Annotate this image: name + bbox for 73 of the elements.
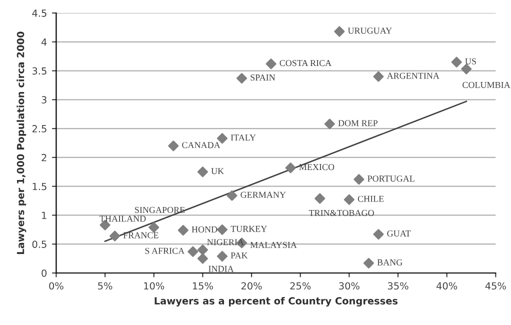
y-tick-label: 2	[42, 154, 46, 162]
annotation: CHILE	[358, 196, 384, 202]
point	[216, 224, 228, 235]
x-axis-title: Lawyers as a percent of Country Congresses	[154, 296, 398, 306]
annotation: INDIA	[208, 266, 234, 272]
point	[451, 56, 462, 68]
point	[226, 190, 238, 201]
annotation: DOM REP	[338, 120, 378, 126]
annotation: TRIN&TOBAGO	[308, 210, 374, 216]
annotation: SPAIN	[250, 74, 276, 81]
x-tick-label: 10%	[144, 282, 164, 290]
point	[197, 253, 208, 264]
annotation: URUGUAY	[348, 28, 392, 34]
annotation: US	[465, 58, 476, 64]
y-tick-label: 3.5	[32, 67, 46, 75]
annotation: CANADA	[182, 142, 220, 148]
point	[314, 193, 326, 204]
point	[197, 166, 208, 178]
y-axis-title: Lawyers per 1,000 Population circa 2000	[16, 32, 26, 254]
y-tick-label: 0.5	[32, 240, 46, 248]
y-tick-label: 1	[42, 212, 46, 219]
annotation: PAK	[230, 252, 248, 258]
y-tick-label: 0	[42, 269, 47, 277]
x-tick-label: 5%	[98, 282, 112, 290]
annotation: ITALY	[230, 134, 256, 141]
point	[285, 162, 296, 174]
annotation: COSTA RICA	[280, 60, 332, 66]
point	[461, 64, 472, 74]
x-tick-label: 30%	[339, 282, 360, 290]
annotation: BANG	[377, 259, 402, 266]
annotation: GERMANY	[240, 192, 286, 198]
annotation: SINGAPORE	[135, 206, 185, 213]
point	[236, 72, 248, 84]
annotation: PORTUGAL	[368, 176, 414, 182]
annotation: MALAYSIA	[250, 242, 297, 248]
point	[216, 133, 228, 144]
x-tick-label: 15%	[192, 282, 213, 290]
y-tick-label: 1.5	[32, 182, 46, 190]
x-tick-label: 20%	[241, 282, 262, 290]
annotation: HOND	[192, 226, 218, 233]
annotation: TURKEY	[230, 226, 267, 232]
x-tick-label: 40%	[436, 282, 458, 290]
y-tick-label: 3	[42, 96, 46, 104]
point	[344, 194, 354, 205]
annotation: S AFRICA	[145, 248, 185, 254]
x-tick-label: 45%	[485, 282, 506, 290]
y-tick-label: 4	[41, 38, 47, 46]
point	[197, 244, 208, 256]
annotation: THAILAND	[100, 216, 146, 222]
point	[373, 71, 384, 82]
annotation: ARGENTINA	[386, 72, 440, 79]
point	[324, 118, 335, 130]
point	[178, 224, 188, 236]
point	[373, 228, 384, 240]
annotation: COLUMBIA	[462, 82, 510, 88]
point	[148, 222, 160, 233]
point	[354, 174, 364, 185]
point	[266, 58, 276, 70]
point	[188, 246, 198, 257]
y-tick-label: 2.5	[32, 125, 46, 132]
annotation: GUAT	[387, 230, 411, 237]
point	[334, 26, 345, 37]
x-tick-label: 0%	[49, 282, 64, 290]
point	[363, 258, 374, 268]
x-tick-label: 25%	[290, 282, 311, 290]
point	[168, 140, 179, 152]
point	[110, 230, 120, 242]
y-tick-label: 4.5	[32, 10, 46, 17]
annotation: MEXICO	[299, 164, 334, 170]
point	[216, 250, 228, 262]
annotation: FRANCE	[123, 232, 158, 238]
x-tick-label: 35%	[388, 282, 408, 290]
annotation: UK	[211, 168, 224, 174]
